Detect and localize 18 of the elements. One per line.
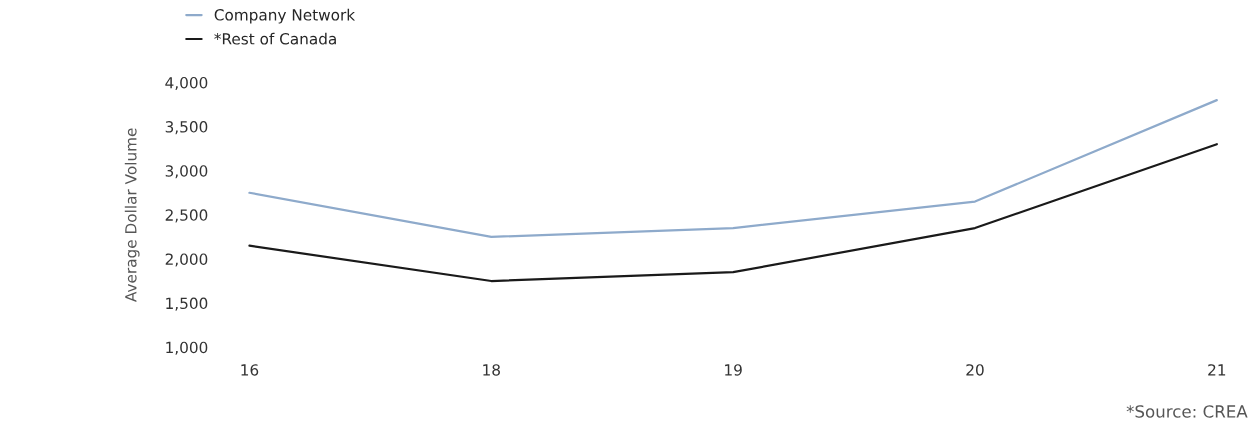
line-series	[248, 99, 1218, 238]
y-tick-label: 2,000	[165, 253, 208, 267]
y-tick-label: 3,500	[165, 121, 208, 135]
x-tick-label: 18	[483, 364, 500, 376]
y-tick-label: 1,000	[166, 341, 208, 355]
text: *Source: CREA	[1126, 405, 1248, 418]
y-tick-label: 2,500	[165, 209, 208, 223]
x-tick-label: 21	[1208, 364, 1226, 376]
x-tick-label: 19	[725, 364, 742, 376]
x-tick-label: 20	[966, 364, 984, 376]
y-tick-label: 3,000	[165, 165, 208, 179]
y-tick-label: 4,000	[165, 76, 208, 91]
x-tick-label: 16	[241, 364, 259, 376]
y-axis-title: Average Dollar Volume	[124, 128, 140, 302]
legend-label: *Rest of Canada	[214, 32, 336, 45]
y-tick-label: 1,500	[166, 297, 208, 311]
legend-label: Company Network	[214, 8, 356, 24]
line-series	[248, 143, 1218, 283]
